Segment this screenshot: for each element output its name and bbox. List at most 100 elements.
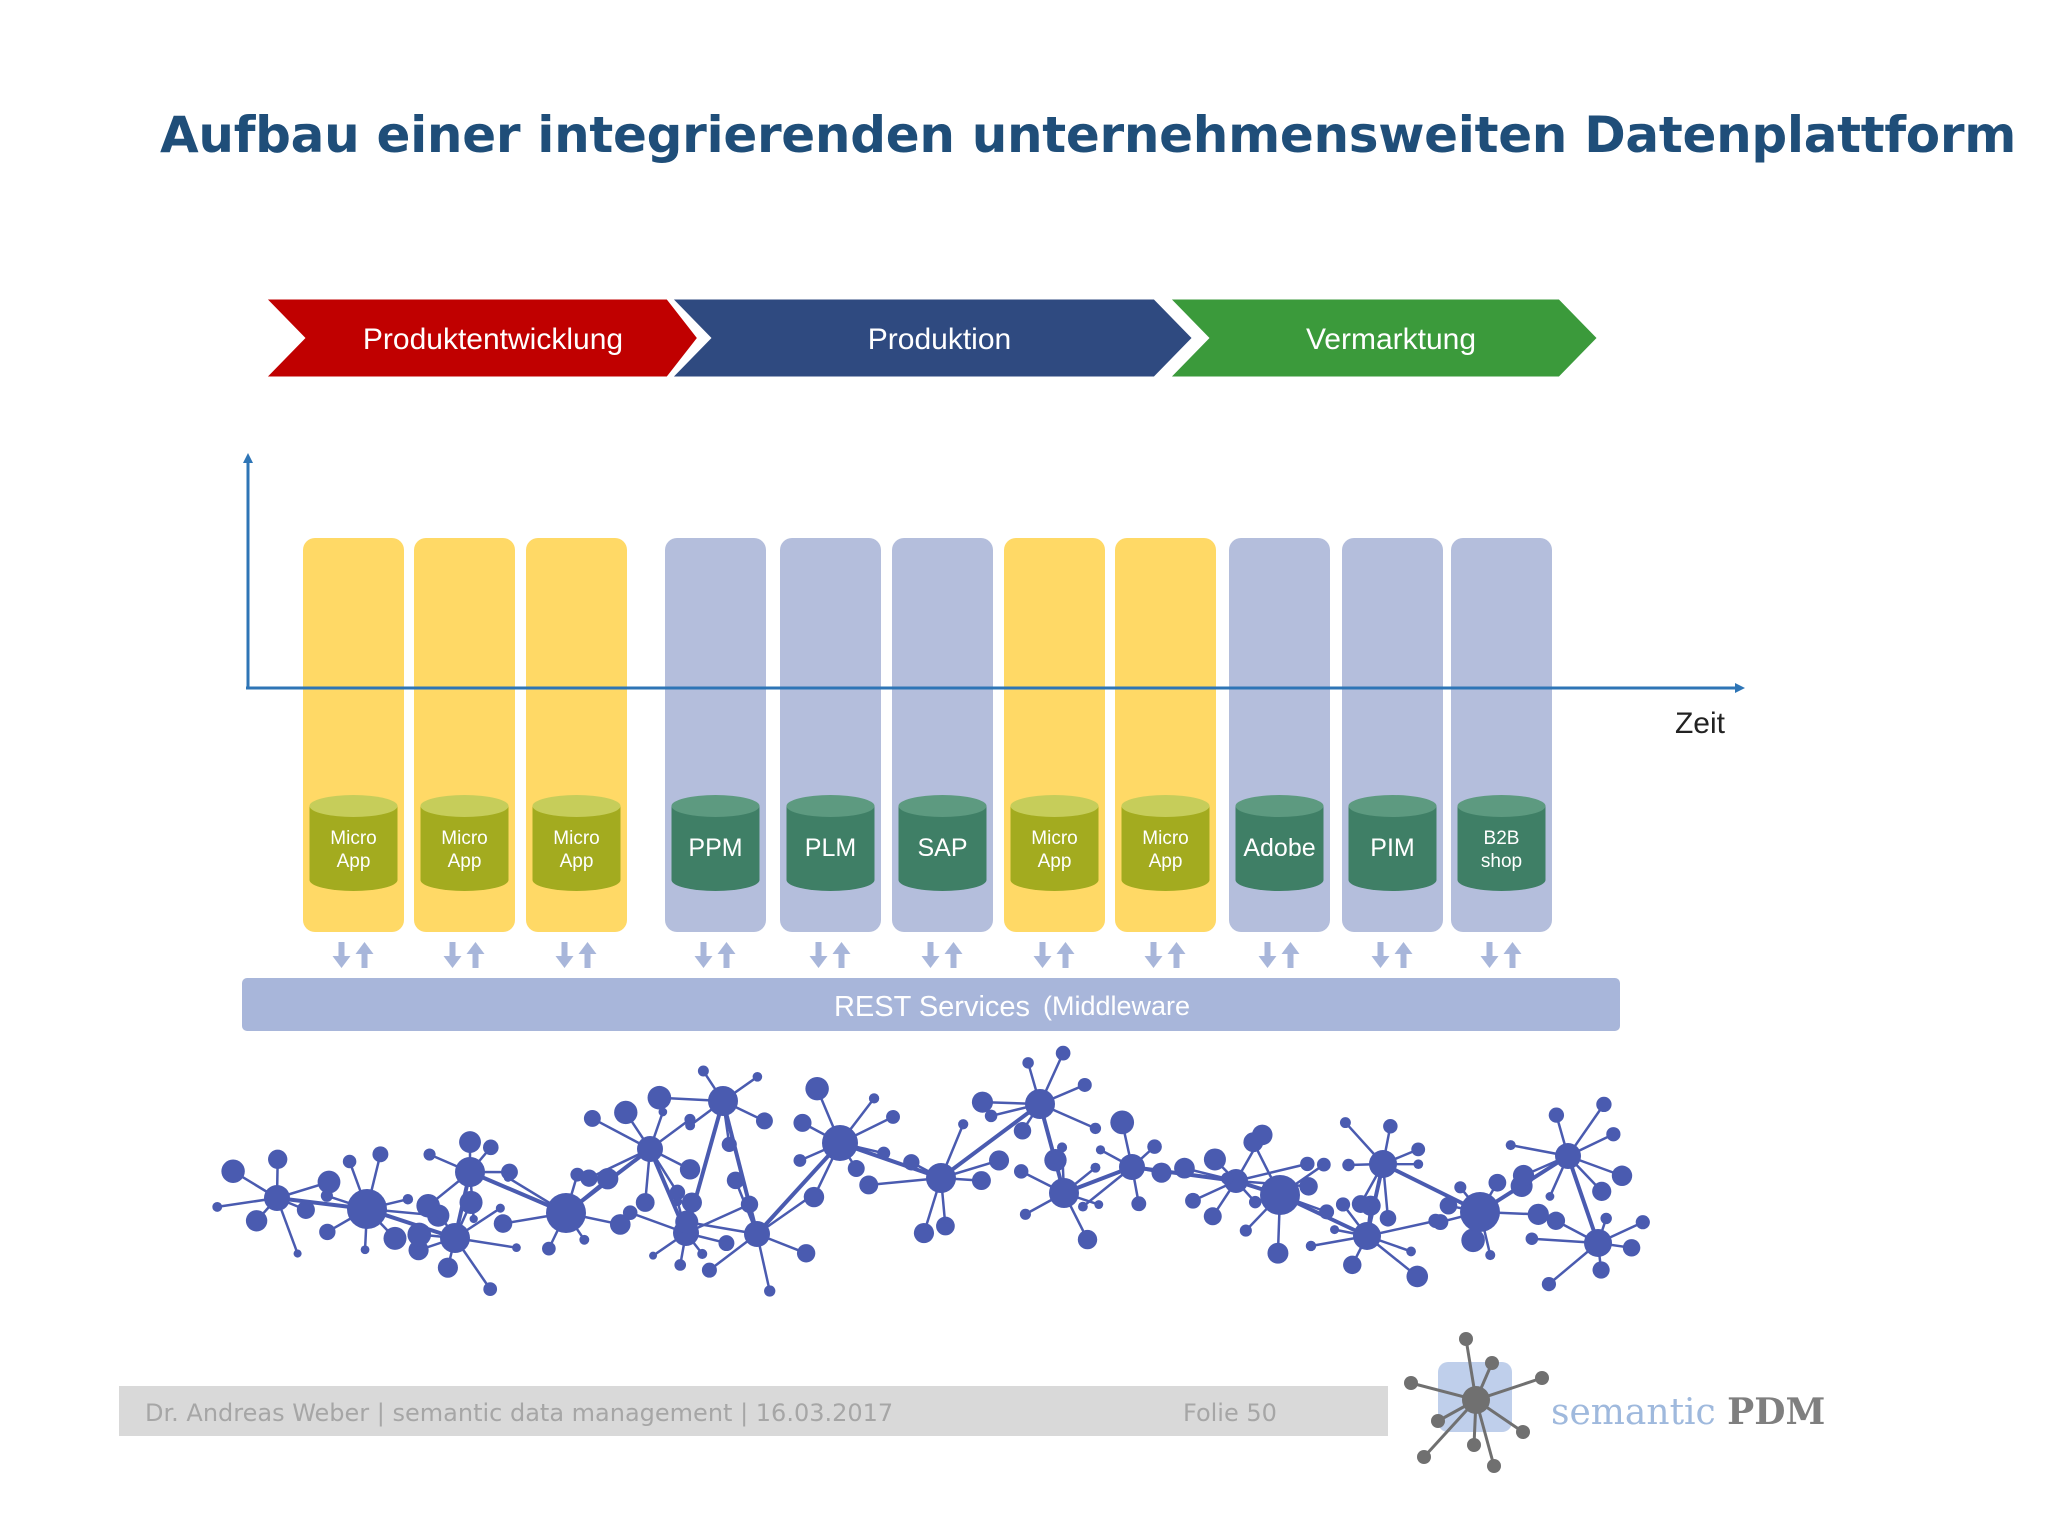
network-link — [1566, 1155, 1600, 1244]
network-leaf-node — [886, 1109, 900, 1124]
network-leaf-node — [1131, 1196, 1147, 1212]
network-leaf-node — [1044, 1149, 1067, 1172]
network-leaf-node — [1505, 1140, 1516, 1151]
network-leaf-node — [580, 1169, 598, 1187]
network-leaf-node — [1485, 1250, 1496, 1261]
network-leaf-node — [989, 1150, 1010, 1171]
connector-arrows — [332, 942, 1522, 968]
network-leaf-node — [1406, 1265, 1429, 1288]
database-6: SAP — [898, 795, 987, 891]
network-leaf-node — [752, 1071, 763, 1082]
network-leaf-node — [1413, 1159, 1424, 1170]
network-link — [755, 1141, 842, 1236]
network-hub-node — [744, 1221, 770, 1247]
network-leaf-node — [1316, 1157, 1331, 1172]
network-leaf-node — [372, 1146, 389, 1163]
network-leaf-node — [903, 1154, 920, 1171]
network-hub-node — [926, 1163, 956, 1193]
database-4: PPM — [671, 795, 760, 891]
network-leaf-node — [868, 1093, 880, 1104]
network-leaf-node — [1095, 1145, 1106, 1155]
network-leaf-node — [542, 1241, 556, 1256]
database-top — [1121, 795, 1210, 817]
network-leaf-node — [416, 1193, 440, 1218]
network-leaf-node — [293, 1249, 302, 1258]
database-top — [1235, 795, 1324, 817]
network-leaf-node — [597, 1168, 619, 1190]
database-top — [671, 795, 760, 817]
network-leaf-node — [383, 1226, 407, 1250]
database-body — [420, 806, 509, 891]
database-label: B2B shop — [1481, 828, 1522, 872]
logo-word-semantic: semantic — [1551, 1392, 1728, 1433]
database-2: Micro App — [420, 795, 509, 891]
network-leaf-node — [1022, 1057, 1034, 1069]
network-leaf-node — [1299, 1177, 1318, 1196]
network-leaf-node — [1454, 1181, 1467, 1194]
database-label: PLM — [805, 834, 856, 862]
network-leaf-node — [1635, 1215, 1650, 1230]
network-leaf-node — [1527, 1203, 1549, 1225]
network-hub-node — [1584, 1229, 1612, 1257]
network-leaf-node — [1267, 1242, 1289, 1264]
database-body — [1457, 806, 1546, 891]
network-leaf-node — [469, 1214, 478, 1224]
middleware-label: REST Services — [834, 991, 1030, 1023]
network-leaf-node — [245, 1210, 268, 1232]
network-leaf-node — [1090, 1162, 1101, 1173]
network-leaf-node — [669, 1184, 686, 1201]
network-leaf-node — [459, 1190, 483, 1214]
connector-arrow-icon — [1144, 942, 1186, 968]
network-leaf-node — [1622, 1239, 1641, 1257]
network-leaf-node — [1221, 1172, 1234, 1185]
network-leaf-node — [512, 1243, 521, 1253]
network-leaf-node — [503, 1173, 513, 1182]
network-leaf-node — [493, 1214, 513, 1233]
network-leaf-node — [1600, 1212, 1612, 1225]
network-leaf-node — [740, 1195, 759, 1214]
database-body — [1348, 806, 1437, 891]
network-hub-node — [1049, 1178, 1079, 1208]
database-label: PIM — [1370, 834, 1414, 862]
x-axis-label: Zeit — [1675, 707, 1726, 740]
network-leaf-node — [1248, 1195, 1262, 1209]
network-leaf-node — [721, 1136, 737, 1153]
database-label: Micro App — [441, 828, 487, 872]
middleware-rect — [242, 978, 1620, 1031]
network-hub-node — [455, 1157, 485, 1187]
database-body — [1235, 806, 1324, 891]
network-leaf-node — [1339, 1117, 1351, 1129]
network-leaf-node — [407, 1222, 432, 1247]
network-leaf-node — [1592, 1181, 1612, 1201]
database-label: SAP — [917, 834, 967, 862]
network-leaf-node — [718, 1235, 735, 1252]
network-leaf-node — [583, 1110, 601, 1127]
database-body — [898, 806, 987, 891]
network-leaf-node — [674, 1259, 687, 1271]
database-label: Adobe — [1243, 834, 1315, 862]
network-leaf-node — [360, 1245, 370, 1255]
network-leaf-node — [1611, 1165, 1633, 1186]
network-leaf-node — [622, 1205, 638, 1220]
database-label: Micro App — [553, 828, 599, 872]
logo-network-icon — [1404, 1332, 1549, 1473]
network-leaf-node — [1078, 1201, 1088, 1212]
network-leaf-node — [342, 1154, 357, 1169]
network-leaf-node — [764, 1285, 776, 1297]
database-body — [532, 806, 621, 891]
database-label: PPM — [688, 834, 742, 862]
network-leaf-node — [1512, 1164, 1535, 1187]
database-top — [1010, 795, 1099, 817]
network-link — [939, 1102, 1042, 1180]
network-hub-node — [1119, 1154, 1145, 1180]
network-leaf-node — [697, 1065, 709, 1077]
network-leaf-node — [1606, 1127, 1621, 1142]
network-leaf-node — [958, 1119, 969, 1130]
network-hub-node — [1260, 1175, 1300, 1215]
network-leaf-node — [1342, 1158, 1355, 1172]
network-leaf-node — [697, 1248, 708, 1259]
network-leaf-node — [936, 1216, 955, 1236]
network-hub-node — [1369, 1150, 1397, 1178]
network-hub-node — [1460, 1192, 1500, 1232]
